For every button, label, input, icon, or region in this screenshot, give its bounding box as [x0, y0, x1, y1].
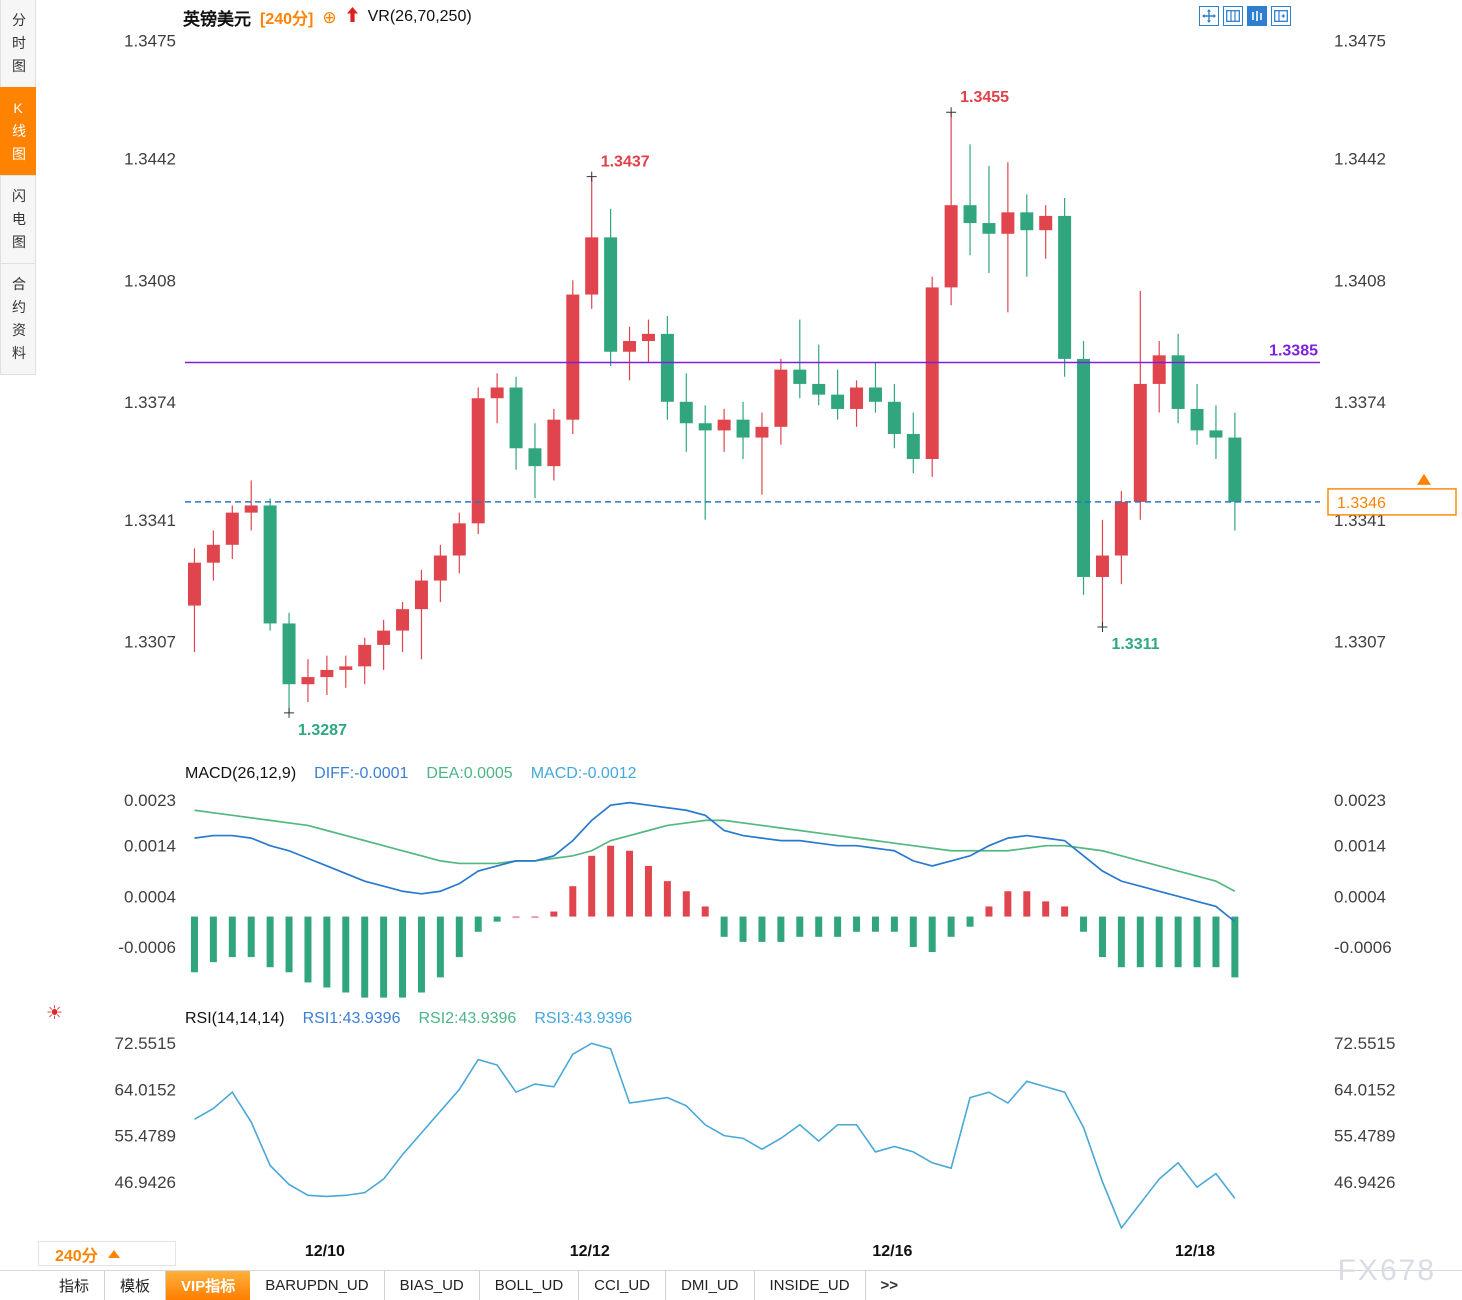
date-tick: 12/16 [872, 1243, 913, 1260]
rsi1-value: RSI1:43.9396 [302, 1010, 401, 1027]
chart-header: 英镑美元 [240分] ⊕ VR(26,70,250) [183, 5, 472, 29]
svg-text:1.3408: 1.3408 [124, 271, 176, 290]
svg-text:0.0014: 0.0014 [124, 837, 176, 856]
chevron-up-icon [107, 1249, 120, 1258]
bottom-tab-dmi[interactable]: DMI_UD [666, 1271, 755, 1300]
bottom-tab-cci[interactable]: CCI_UD [579, 1271, 666, 1300]
bottom-tab-boll[interactable]: BOLL_UD [480, 1271, 580, 1300]
macd-diff-value: DIFF:-0.0001 [314, 765, 409, 782]
svg-text:0.0014: 0.0014 [1334, 837, 1386, 856]
indicator-settings-icon[interactable]: ☀ [46, 1003, 64, 1024]
bottom-tab-bias[interactable]: BIAS_UD [385, 1271, 480, 1300]
svg-text:55.4789: 55.4789 [115, 1127, 176, 1146]
bottom-tab-inside[interactable]: INSIDE_UD [755, 1271, 866, 1300]
bottom-tab-indicator[interactable]: 指标 [44, 1271, 106, 1300]
rsi-chart-canvas[interactable]: 72.5515 72.5515 64.0152 64.0152 55.4789 55.47… [0, 1005, 1462, 1240]
bottom-tab-more[interactable]: >> [880, 1277, 899, 1294]
bottom-tab-bar: 指标 模板 VIP指标 BARUPDN_UD BIAS_UD BOLL_UD CCI_UD D… [0, 1270, 1462, 1300]
macd-header: MACD(26,12,9) DIFF:-0.0001 DEA:0.0005 MA… [185, 765, 637, 783]
bottom-tab-vip[interactable]: VIP指标 [166, 1271, 251, 1300]
price-chart-canvas[interactable]: 1.3475 1.3475 1.3442 1.3442 1.3408 1.3408 1.33… [0, 30, 1462, 746]
left-sidebar: 分时图 K线图 闪电图 合约资料 [0, 0, 36, 1268]
rsi-header: RSI(14,14,14) RSI1:43.9396 RSI2:43.9396 … [185, 1010, 632, 1028]
svg-text:46.9426: 46.9426 [115, 1173, 176, 1192]
svg-text:55.4789: 55.4789 [1334, 1127, 1395, 1146]
svg-text:-0.0006: -0.0006 [118, 938, 176, 957]
timeframe-selector[interactable]: 240分 [38, 1241, 176, 1266]
kline-view-icon[interactable] [1247, 6, 1267, 26]
date-axis: 12/10 12/12 12/16 12/18 [0, 1241, 1462, 1267]
layout-toolbar [1199, 6, 1291, 26]
add-indicator-icon[interactable]: ⊕ [322, 7, 337, 27]
watermark: FX678 [1337, 1254, 1436, 1287]
bottom-tab-barupdn[interactable]: BARUPDN_UD [250, 1271, 385, 1300]
svg-text:-0.0006: -0.0006 [1334, 938, 1392, 957]
macd-macd-value: MACD:-0.0012 [530, 765, 637, 782]
svg-text:72.5515: 72.5515 [115, 1034, 176, 1053]
svg-text:0.0004: 0.0004 [1334, 887, 1386, 906]
date-tick: 12/12 [569, 1243, 610, 1260]
timeframe-label: 240分 [55, 1247, 98, 1265]
svg-text:1.3341: 1.3341 [124, 511, 176, 530]
sidebar-item-contract-info[interactable]: 合约资料 [0, 263, 36, 375]
overlay-indicator-label: VR(26,70,250) [367, 8, 472, 25]
date-tick: 12/18 [1175, 1243, 1216, 1260]
svg-text:1.3307: 1.3307 [124, 632, 176, 651]
switch-panel-icon[interactable] [1271, 6, 1291, 26]
svg-text:72.5515: 72.5515 [1334, 1034, 1395, 1053]
svg-text:1.3346: 1.3346 [1337, 495, 1386, 512]
date-tick: 12/10 [304, 1243, 345, 1260]
period-label[interactable]: [240分] [260, 11, 314, 28]
svg-text:0.0004: 0.0004 [124, 887, 176, 906]
pan-tool-icon[interactable] [1199, 6, 1219, 26]
svg-text:1.3307: 1.3307 [1334, 632, 1386, 651]
sidebar-item-flash-chart[interactable]: 闪电图 [0, 175, 36, 264]
bottom-tab-template[interactable]: 模板 [105, 1271, 167, 1300]
svg-text:1.3442: 1.3442 [1334, 150, 1386, 169]
svg-text:1.3385: 1.3385 [1269, 342, 1318, 359]
svg-text:1.3408: 1.3408 [1334, 271, 1386, 290]
svg-text:1.3455: 1.3455 [960, 89, 1009, 106]
svg-text:64.0152: 64.0152 [1334, 1080, 1395, 1099]
svg-text:1.3442: 1.3442 [124, 150, 176, 169]
svg-text:1.3475: 1.3475 [124, 32, 176, 51]
svg-text:0.0023: 0.0023 [124, 791, 176, 810]
macd-dea-value: DEA:0.0005 [426, 765, 513, 782]
rsi2-value: RSI2:43.9396 [418, 1010, 517, 1027]
svg-text:46.9426: 46.9426 [1334, 1173, 1395, 1192]
svg-text:1.3287: 1.3287 [298, 722, 347, 739]
macd-title[interactable]: MACD(26,12,9) [185, 765, 297, 782]
svg-text:1.3311: 1.3311 [1111, 636, 1159, 653]
rsi3-value: RSI3:43.9396 [534, 1010, 633, 1027]
sidebar-item-time-chart[interactable]: 分时图 [0, 0, 36, 88]
symbol-title: 英镑美元 [183, 9, 251, 29]
svg-text:0.0023: 0.0023 [1334, 791, 1386, 810]
up-arrow-icon [346, 6, 359, 28]
multi-column-icon[interactable] [1223, 6, 1243, 26]
svg-text:1.3374: 1.3374 [1334, 393, 1386, 412]
sidebar-item-kline-chart[interactable]: K线图 [0, 87, 36, 176]
svg-text:64.0152: 64.0152 [115, 1080, 176, 1099]
svg-text:1.3374: 1.3374 [124, 393, 176, 412]
macd-chart-canvas[interactable]: 0.0023 0.0023 0.0014 0.0014 0.0004 0.0004 -0.0… [0, 760, 1462, 1000]
svg-text:1.3437: 1.3437 [601, 154, 650, 171]
rsi-title[interactable]: RSI(14,14,14) [185, 1010, 285, 1027]
svg-text:1.3475: 1.3475 [1334, 32, 1386, 51]
